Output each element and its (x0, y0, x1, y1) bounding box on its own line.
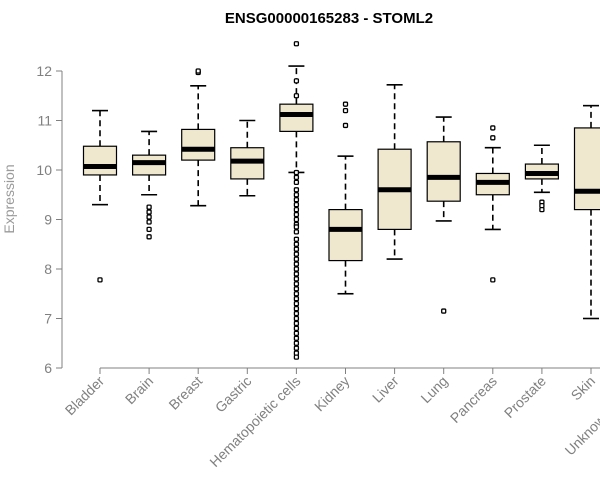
y-axis-title: Expression (1, 164, 17, 233)
outlier-point (293, 211, 300, 218)
outlier-point (146, 209, 152, 215)
y-tick-label: 8 (44, 261, 52, 277)
box-group (328, 101, 363, 295)
x-tick-label: Gastric (212, 373, 255, 416)
outlier-point (293, 187, 300, 193)
x-tick-label: Brain (122, 373, 156, 407)
box-iqr (573, 127, 600, 211)
box-group (279, 41, 314, 360)
outlier-point (293, 276, 300, 282)
x-tick-label: Pancreas (447, 373, 500, 426)
outlier-point (293, 330, 300, 337)
x-tick-label: Lung (417, 373, 450, 406)
outlier-point (293, 174, 300, 181)
box-iqr (181, 128, 216, 161)
x-tick-label: Breast (165, 373, 205, 413)
outlier-point (293, 216, 300, 223)
x-tick-label: Skin (568, 373, 599, 404)
box-group (377, 84, 412, 260)
box-iqr (328, 209, 363, 262)
outlier-point (293, 291, 300, 297)
outlier-point (293, 241, 300, 247)
outlier-point (293, 345, 300, 351)
x-tick-label: Prostate (501, 373, 549, 421)
outlier-point (293, 300, 300, 307)
outlier-point (293, 169, 300, 176)
box-group (573, 104, 600, 320)
outlier-point (146, 234, 152, 240)
outlier-point (293, 305, 300, 312)
x-tick-label: Hematopoietic cells (206, 373, 303, 470)
outlier-point (293, 296, 300, 302)
outlier-point (293, 310, 300, 317)
outlier-point (293, 206, 300, 213)
outlier-point (293, 335, 300, 341)
outlier-point (293, 229, 300, 235)
outlier-point (293, 325, 300, 332)
outlier-point (441, 308, 447, 314)
outlier-point (293, 78, 300, 84)
outlier-point (342, 101, 349, 107)
outlier-point (342, 107, 349, 114)
outlier-point (490, 277, 496, 283)
outlier-point (195, 68, 201, 74)
y-tick-label: 9 (44, 212, 52, 228)
outlier-point (146, 219, 152, 225)
outlier-point (293, 192, 300, 198)
box-iqr (279, 103, 314, 132)
outlier-point (490, 135, 496, 141)
y-tick-label: 7 (44, 311, 52, 327)
outlier-point (293, 286, 300, 292)
outlier-point (293, 93, 300, 99)
outlier-point (293, 266, 300, 272)
box-group (230, 119, 265, 197)
outlier-point (293, 179, 300, 186)
outlier-point (293, 41, 300, 47)
outlier-point (293, 246, 300, 252)
y-tick-label: 12 (36, 63, 52, 79)
box-group (181, 68, 216, 207)
outlier-point (293, 281, 300, 287)
box-iqr (426, 141, 461, 202)
outlier-point (293, 271, 300, 277)
outlier-point (490, 125, 496, 131)
outlier-point (293, 315, 300, 322)
outlier-point (293, 224, 300, 230)
box-iqr (82, 145, 118, 176)
x-tick-label: Bladder (62, 373, 108, 419)
y-tick-label: 6 (44, 360, 52, 376)
outlier-point (293, 201, 300, 208)
chart-title: ENSG00000165283 - STOML2 (225, 10, 433, 27)
box-group (426, 116, 461, 314)
outlier-point (293, 236, 300, 242)
outlier-point (293, 251, 300, 257)
box-group (132, 130, 167, 240)
box-group (82, 109, 118, 283)
outlier-point (146, 214, 152, 220)
outlier-point (97, 277, 103, 283)
box-group (524, 144, 560, 213)
y-axis: 6 7 8 9 10 11 12 (36, 63, 63, 376)
outlier-point (539, 206, 545, 213)
y-tick-label: 11 (37, 113, 52, 129)
outlier-point (293, 256, 300, 262)
outlier-point (293, 261, 300, 267)
outlier-point (293, 340, 300, 346)
y-tick-label: 10 (36, 162, 52, 178)
box-series (82, 41, 600, 360)
outlier-point (293, 320, 300, 327)
outlier-point (293, 197, 300, 203)
outlier-point (293, 354, 300, 360)
outlier-point (342, 122, 349, 129)
outlier-point (146, 204, 152, 210)
x-tick-label: Kidney (311, 373, 353, 415)
box-group (475, 125, 510, 283)
outlier-point (146, 226, 152, 233)
x-tick-label: Liver (369, 373, 402, 406)
